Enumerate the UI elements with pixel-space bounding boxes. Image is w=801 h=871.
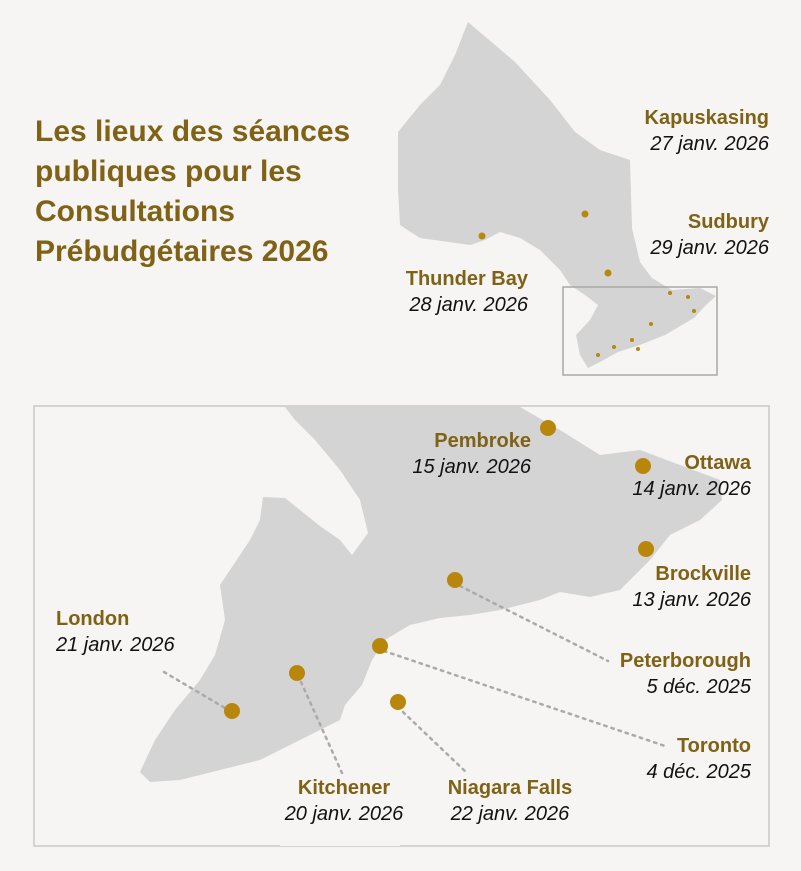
location-name: Pembroke xyxy=(434,430,531,452)
location-name: Brockville xyxy=(655,563,751,585)
lake-ontario-south-shore xyxy=(400,610,600,730)
detail-map-frame xyxy=(33,405,770,847)
location-date: 22 janv. 2026 xyxy=(450,803,570,825)
toronto-marker xyxy=(372,638,388,654)
title-line: publiques pour les xyxy=(35,155,302,188)
label-sudbury: Sudbury 29 janv. 2026 xyxy=(650,209,769,261)
peterborough-leader xyxy=(458,584,610,663)
label-ottawa: Ottawa 14 janv. 2026 xyxy=(632,450,751,502)
location-date: 15 janv. 2026 xyxy=(412,456,531,478)
location-name: Peterborough xyxy=(619,650,751,672)
title-line: Les lieux des séances xyxy=(35,115,351,148)
overview-map xyxy=(398,22,718,376)
location-name: Niagara Falls xyxy=(447,777,573,799)
location-date: 14 janv. 2026 xyxy=(632,478,751,500)
title-line: Prébudgétaires 2026 xyxy=(35,235,329,268)
title-line: Consultations xyxy=(35,195,235,228)
niagara-falls-marker xyxy=(390,694,406,710)
brockville-marker xyxy=(638,541,654,557)
label-kitchener: Kitchener 20 janv. 2026 xyxy=(282,775,406,827)
label-niagara-falls: Niagara Falls 22 janv. 2026 xyxy=(440,775,580,827)
overview-markers xyxy=(478,210,696,357)
map-title: Les lieux des séances publiques pour les… xyxy=(35,112,375,272)
location-date: 13 janv. 2026 xyxy=(632,589,751,611)
pembroke-marker xyxy=(540,420,556,436)
ottawa-mini-marker xyxy=(686,295,690,299)
location-date: 21 janv. 2026 xyxy=(56,634,175,656)
detail-markers xyxy=(224,420,654,719)
location-date: 27 janv. 2026 xyxy=(650,133,769,155)
ontario-overview-landmass xyxy=(398,22,716,368)
ottawa-marker xyxy=(635,458,651,474)
label-kapuskasing: Kapuskasing 27 janv. 2026 xyxy=(645,105,769,157)
thunder-bay-marker xyxy=(478,232,486,240)
location-name: Sudbury xyxy=(687,211,769,233)
location-date: 5 déc. 2025 xyxy=(646,676,751,698)
location-name: Toronto xyxy=(676,735,751,757)
kitchener-leader xyxy=(299,680,344,775)
brockville-mini-marker xyxy=(692,309,696,313)
label-pembroke: Pembroke 15 janv. 2026 xyxy=(412,428,531,480)
label-thunder-bay: Thunder Bay 28 janv. 2026 xyxy=(406,266,528,318)
kapuskasing-marker xyxy=(581,210,589,218)
location-name: London xyxy=(56,608,130,630)
overview-inset-frame xyxy=(562,286,718,376)
pembroke-mini-marker xyxy=(668,291,672,295)
location-date: 4 déc. 2025 xyxy=(646,761,751,783)
location-name: Thunder Bay xyxy=(405,268,528,290)
lake-erie-north-shore xyxy=(270,705,400,846)
location-date: 29 janv. 2026 xyxy=(650,237,769,259)
sudbury-marker xyxy=(604,269,612,277)
detail-map xyxy=(33,405,770,847)
peterborough-marker xyxy=(447,572,463,588)
toronto-mini-marker xyxy=(630,338,634,342)
peterborough-mini-marker xyxy=(649,322,653,326)
london-mini-marker xyxy=(596,353,600,357)
label-london: London 21 janv. 2026 xyxy=(56,606,175,658)
london-marker xyxy=(224,703,240,719)
london-leader xyxy=(162,670,227,710)
toronto-leader xyxy=(382,649,670,749)
location-date: 20 janv. 2026 xyxy=(284,803,404,825)
leader-lines xyxy=(162,584,670,775)
label-toronto: Toronto 4 déc. 2025 xyxy=(646,733,751,785)
niagara-leader xyxy=(401,710,469,775)
label-peterborough: Peterborough 5 déc. 2025 xyxy=(620,648,751,700)
location-name: Kitchener xyxy=(297,777,391,799)
kitchener-marker xyxy=(289,665,305,681)
southern-ontario-landmass xyxy=(140,407,722,782)
location-date: 28 janv. 2026 xyxy=(409,294,528,316)
label-brockville: Brockville 13 janv. 2026 xyxy=(632,561,751,613)
kitchener-mini-marker xyxy=(612,345,616,349)
location-name: Ottawa xyxy=(684,452,751,474)
location-name: Kapuskasing xyxy=(644,107,769,129)
niagara-mini-marker xyxy=(636,347,640,351)
